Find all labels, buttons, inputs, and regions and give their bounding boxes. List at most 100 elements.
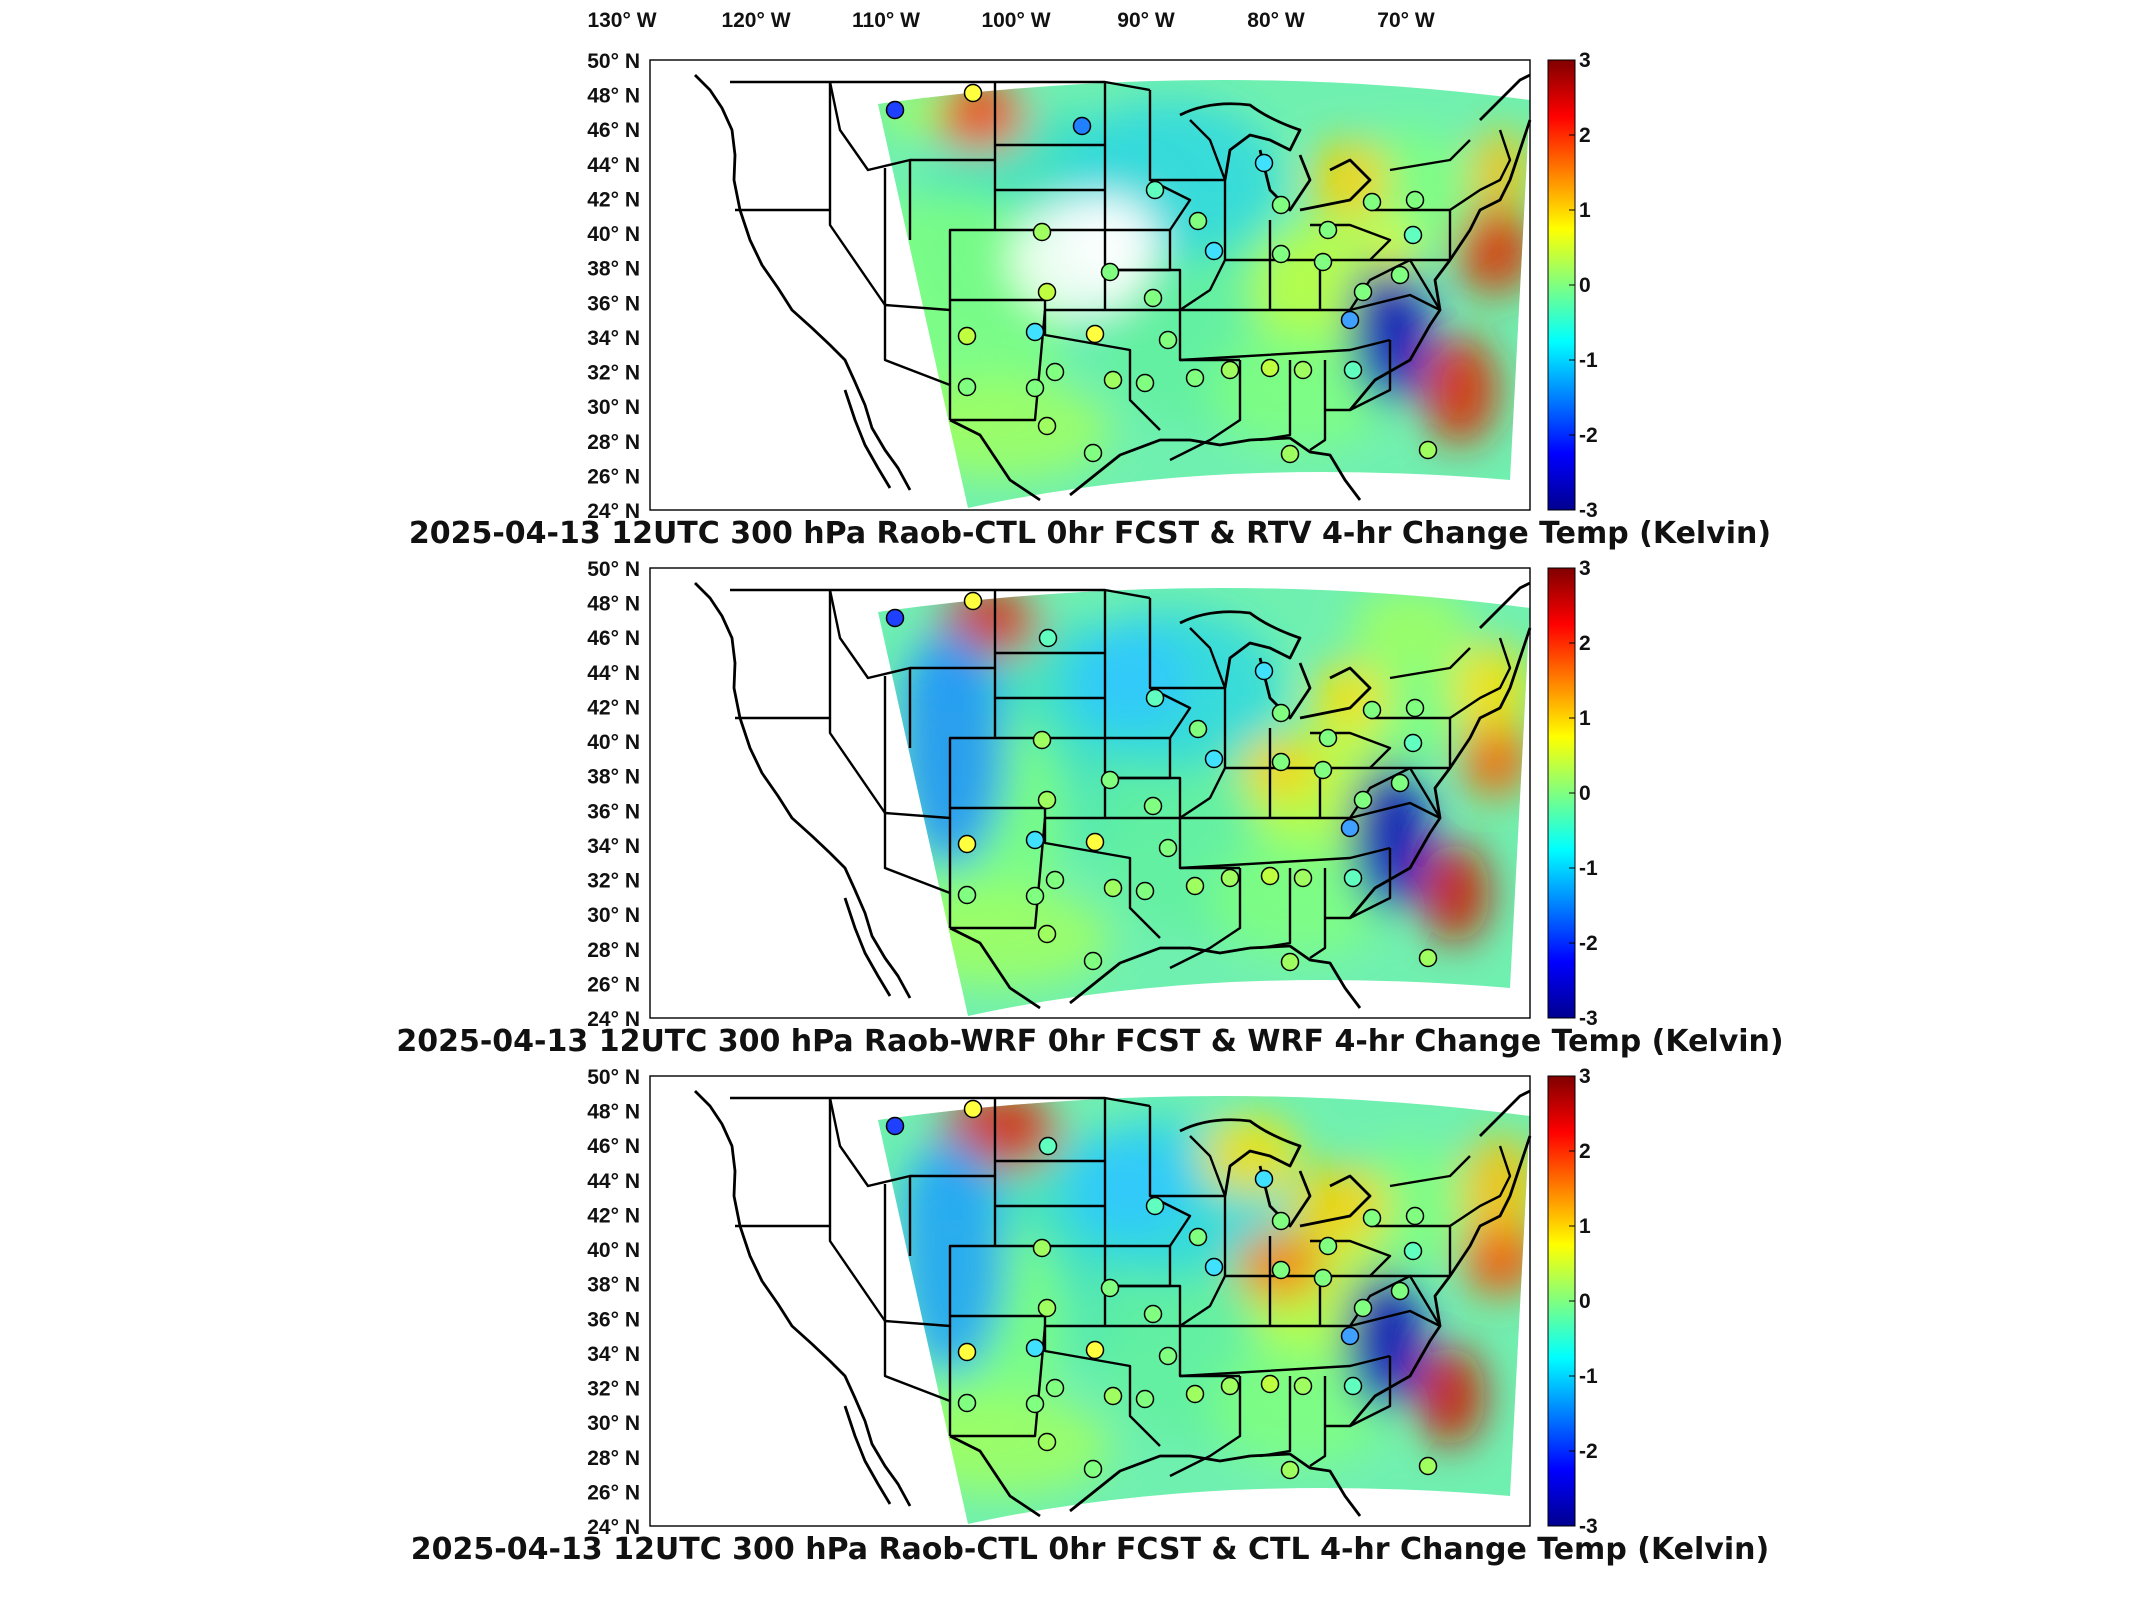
colorbar-tick-label: -1	[1579, 1365, 1598, 1388]
raob-station-marker	[1085, 1340, 1105, 1360]
lat-label: 34° N	[587, 327, 640, 350]
colorbar-tick-label: -2	[1579, 1440, 1598, 1463]
lat-label: 46° N	[587, 627, 640, 650]
raob-station-marker	[1293, 1376, 1313, 1396]
raob-station-marker	[1158, 330, 1178, 350]
raob-station-marker	[1037, 282, 1057, 302]
colorbar-tick-label: -2	[1579, 424, 1598, 447]
latitude-labels: 50° N 48° N 46° N 44° N 42° N 40° N 38° N 36° N…	[587, 558, 640, 1031]
lat-label: 48° N	[587, 85, 640, 108]
raob-station-marker	[1145, 688, 1165, 708]
map-panel: 50° N 48° N 46° N 44° N 42° N 40° N 38° N 36° N…	[409, 49, 1771, 551]
raob-station-marker	[963, 591, 983, 611]
longitude-labels: 130° W 120° W 110° W 100° W 90° W 80° W …	[587, 9, 1434, 32]
lon-label: 90° W	[1117, 9, 1175, 32]
raob-station-marker	[1390, 1281, 1410, 1301]
raob-station-marker	[1340, 1326, 1360, 1346]
raob-station-marker	[1260, 358, 1280, 378]
lat-label: 26° N	[587, 465, 640, 488]
raob-station-marker	[1185, 368, 1205, 388]
raob-station-marker	[1271, 703, 1291, 723]
raob-station-marker	[1313, 760, 1333, 780]
latitude-labels: 50° N 48° N 46° N 44° N 42° N 40° N 38° N 36° N…	[587, 1066, 640, 1539]
raob-station-marker	[1085, 832, 1105, 852]
panel-title: 2025-04-13 12UTC 300 hPa Raob-CTL 0hr FC…	[411, 1532, 1769, 1567]
raob-station-marker	[1318, 1236, 1338, 1256]
raob-station-marker	[1100, 1278, 1120, 1298]
raob-station-marker	[1343, 868, 1363, 888]
lat-label: 24° N	[587, 500, 640, 523]
raob-station-marker	[1188, 211, 1208, 231]
raob-station-marker	[1204, 749, 1224, 769]
raob-station-marker	[1418, 1456, 1438, 1476]
raob-station-marker	[1390, 773, 1410, 793]
raob-station-marker	[1143, 796, 1163, 816]
lat-label: 34° N	[587, 835, 640, 858]
raob-station-marker	[1318, 728, 1338, 748]
raob-station-marker	[1340, 818, 1360, 838]
raob-station-marker	[885, 1116, 905, 1136]
lon-label: 110° W	[852, 9, 920, 32]
lat-label: 36° N	[587, 800, 640, 823]
colorbar-tick-label: 1	[1579, 1215, 1591, 1238]
colorbar-tick-label: 0	[1579, 274, 1591, 297]
colorbar: 3 2 1 0 -1 -2 -3	[1547, 49, 1598, 522]
raob-station-marker	[1038, 628, 1058, 648]
colorbar-tick-label: -3	[1579, 1515, 1598, 1538]
raob-station-marker	[1037, 416, 1057, 436]
colorbar-tick-label: 1	[1579, 199, 1591, 222]
raob-station-marker	[1100, 770, 1120, 790]
raob-station-marker	[957, 1342, 977, 1362]
raob-station-marker	[1025, 1394, 1045, 1414]
raob-station-marker	[1037, 790, 1057, 810]
raob-station-marker	[1072, 116, 1092, 136]
lat-label: 30° N	[587, 904, 640, 927]
raob-station-marker	[957, 885, 977, 905]
raob-station-marker	[1135, 881, 1155, 901]
raob-station-marker	[1158, 1346, 1178, 1366]
raob-station-marker	[1025, 378, 1045, 398]
colorbar-tick-label: -1	[1579, 857, 1598, 880]
lat-label: 36° N	[587, 292, 640, 315]
raob-station-marker	[1362, 192, 1382, 212]
raob-station-marker	[1362, 1208, 1382, 1228]
raob-station-marker	[1083, 1459, 1103, 1479]
raob-station-marker	[1260, 1374, 1280, 1394]
raob-station-marker	[1313, 1268, 1333, 1288]
raob-station-marker	[1271, 244, 1291, 264]
lat-label: 38° N	[587, 1274, 640, 1297]
raob-station-marker	[1271, 1260, 1291, 1280]
raob-station-marker	[1103, 878, 1123, 898]
map-frame	[649, 59, 1531, 511]
raob-station-marker	[1353, 790, 1373, 810]
raob-station-marker	[1293, 868, 1313, 888]
raob-station-marker	[1280, 444, 1300, 464]
lat-label: 30° N	[587, 396, 640, 419]
raob-stations	[885, 1099, 1438, 1480]
raob-station-marker	[1271, 752, 1291, 772]
lat-label: 32° N	[587, 1378, 640, 1401]
lat-label: 48° N	[587, 1101, 640, 1124]
lat-label: 44° N	[587, 1170, 640, 1193]
colorbar-tick-label: 3	[1579, 49, 1591, 72]
raob-station-marker	[885, 100, 905, 120]
raob-station-marker	[957, 1393, 977, 1413]
lat-label: 28° N	[587, 939, 640, 962]
raob-station-marker	[1220, 360, 1240, 380]
raob-station-marker	[885, 608, 905, 628]
raob-station-marker	[1143, 288, 1163, 308]
raob-station-marker	[957, 326, 977, 346]
colorbar-tick-label: 2	[1579, 1140, 1591, 1163]
raob-station-marker	[957, 834, 977, 854]
raob-station-marker	[1045, 362, 1065, 382]
raob-station-marker	[1271, 195, 1291, 215]
raob-station-marker	[963, 83, 983, 103]
raob-station-marker	[1405, 190, 1425, 210]
raob-station-marker	[1271, 1211, 1291, 1231]
map-frame	[649, 1075, 1531, 1527]
lat-label: 36° N	[587, 1308, 640, 1331]
raob-station-marker	[1185, 876, 1205, 896]
raob-station-marker	[1280, 1460, 1300, 1480]
colorbar-tick-label: 3	[1579, 1065, 1591, 1088]
